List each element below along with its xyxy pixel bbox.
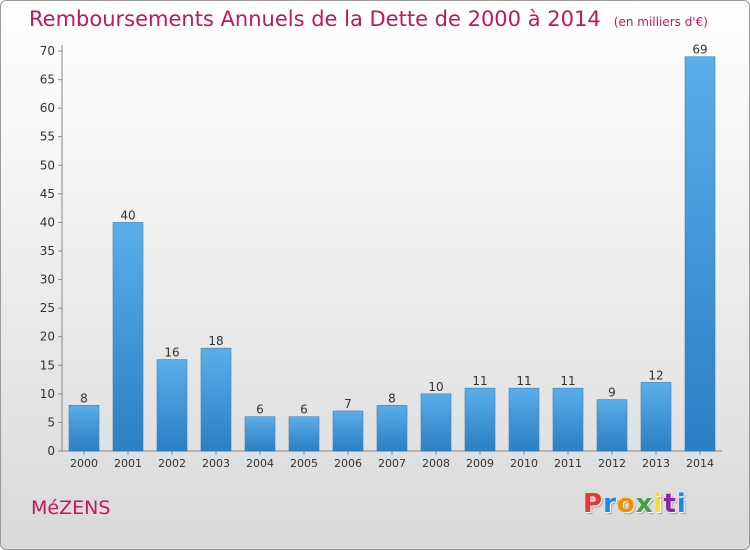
- data-label: 11: [516, 374, 531, 388]
- y-tick-label: 15: [40, 358, 55, 372]
- logo-letter: i: [653, 489, 664, 519]
- data-label: 16: [164, 346, 179, 360]
- bar: [640, 382, 672, 452]
- y-tick-label: 30: [40, 273, 55, 287]
- y-tick-label: 5: [47, 415, 55, 429]
- data-label: 11: [560, 374, 575, 388]
- x-tick-label: 2011: [554, 457, 582, 470]
- y-tick-label: 0: [47, 444, 55, 458]
- y-tick-label: 10: [40, 387, 55, 401]
- proxiti-logo: Proxiti: [583, 489, 687, 519]
- chart-unit: (en milliers d'€): [613, 15, 708, 29]
- y-tick-label: 45: [40, 187, 55, 201]
- x-tick-label: 2013: [642, 457, 670, 470]
- y-tick-label: 65: [40, 73, 55, 87]
- bar: [376, 405, 408, 452]
- data-label: 9: [608, 386, 616, 400]
- x-tick-label: 2007: [378, 457, 406, 470]
- chart-title: Remboursements Annuels de la Dette de 20…: [29, 7, 601, 31]
- logo-letter: t: [663, 489, 677, 519]
- logo-letter: P: [583, 489, 604, 519]
- y-tick-label: 20: [40, 330, 55, 344]
- logo-letter: o: [616, 489, 636, 519]
- data-label: 10: [428, 380, 443, 394]
- data-label: 8: [388, 391, 396, 405]
- bar: [552, 387, 584, 452]
- logo-letter: x: [635, 489, 654, 519]
- bar: [200, 347, 232, 452]
- commune-name: MéZENS: [31, 497, 111, 519]
- y-tick-label: 55: [40, 130, 55, 144]
- bar: [68, 405, 100, 452]
- x-tick-label: 2005: [290, 457, 318, 470]
- logo-letter: r: [603, 489, 617, 519]
- data-label: 6: [256, 403, 264, 417]
- x-tick-label: 2001: [114, 457, 142, 470]
- bar: [156, 359, 188, 452]
- bar: [288, 416, 320, 452]
- logo-letter: i: [676, 489, 687, 519]
- bar: [332, 410, 364, 452]
- x-tick-label: 2010: [510, 457, 538, 470]
- x-tick-label: 2008: [422, 457, 450, 470]
- y-tick-label: 25: [40, 301, 55, 315]
- bar: [244, 416, 276, 452]
- bar: [684, 56, 716, 452]
- bar: [508, 387, 540, 452]
- data-label: 7: [344, 397, 352, 411]
- data-label: 8: [80, 391, 88, 405]
- bar: [464, 387, 496, 452]
- x-tick-label: 2002: [158, 457, 186, 470]
- y-tick-label: 50: [40, 158, 55, 172]
- data-label: 18: [208, 334, 223, 348]
- data-label: 6: [300, 403, 308, 417]
- data-label: 12: [648, 368, 663, 382]
- bar: [596, 399, 628, 452]
- axes: 0 5 10 15 20 25 30 35 40 45 50 55 60 65 70 2000 2001 2002…: [40, 44, 722, 470]
- bar: [112, 222, 144, 452]
- data-label: 69: [692, 43, 707, 57]
- x-tick-label: 2009: [466, 457, 494, 470]
- data-label: 11: [472, 374, 487, 388]
- bars: [68, 56, 716, 452]
- x-tick-label: 2003: [202, 457, 230, 470]
- y-tick-label: 40: [40, 215, 55, 229]
- x-tick-label: 2012: [598, 457, 626, 470]
- x-tick-label: 2006: [334, 457, 362, 470]
- y-tick-label: 70: [40, 44, 55, 58]
- x-tick-label: 2004: [246, 457, 274, 470]
- y-tick-label: 60: [40, 101, 55, 115]
- data-label: 40: [120, 208, 135, 222]
- x-tick-label: 2000: [70, 457, 98, 470]
- title-row: Remboursements Annuels de la Dette de 20…: [29, 7, 708, 31]
- bar: [420, 393, 452, 452]
- x-tick-label: 2014: [686, 457, 714, 470]
- labels: 8 40 16 18 6 6 7 8 10 11 11 11 9 12 69: [80, 43, 707, 417]
- y-tick-label: 35: [40, 244, 55, 258]
